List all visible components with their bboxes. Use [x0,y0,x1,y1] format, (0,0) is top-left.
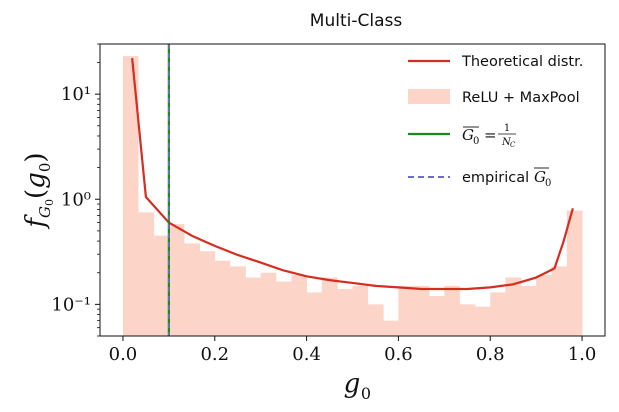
histogram-bar [429,296,445,336]
histogram-bar [184,243,201,336]
histogram-bar [475,306,491,336]
y-tick-label: 10⁰ [61,189,91,210]
x-tick-label: 1.0 [568,344,597,365]
histogram-bar [214,260,231,336]
histogram-bar [536,275,552,336]
legend-histogram-swatch [408,89,450,104]
svg-text:empirical: empirical [462,170,529,186]
histogram-bar [398,285,414,336]
histogram-bar [566,210,583,336]
x-tick-label: 0.8 [476,344,505,365]
legend-g0-label: G 0 = 1 N C [462,123,516,149]
histogram-bar [490,292,506,336]
histogram-bar [138,212,155,336]
svg-text:0: 0 [473,136,479,147]
x-tick-label: 0.6 [384,344,413,365]
plot-frame [99,43,606,337]
histogram-bar [245,277,262,336]
histogram-bar [352,285,369,336]
svg-text:g: g [344,369,361,399]
histogram-bar [551,266,568,336]
histogram-bar [153,235,170,336]
histogram-bar [337,289,353,336]
y-axis-label: fG0(g0) [21,152,56,229]
histogram-bar [383,320,399,336]
histogram-bar [444,285,460,336]
svg-text:N: N [501,137,512,148]
svg-text:fG0(g0): fG0(g0) [21,152,56,229]
svg-text:0: 0 [361,384,371,403]
svg-text:0: 0 [545,178,551,189]
histogram-bar [168,224,185,336]
legend-theoretical-label: Theoretical distr. [461,54,583,70]
histogram-bar [229,266,246,336]
histogram-bar [275,281,292,336]
histogram-bar [459,304,476,336]
histogram-bar [199,251,216,336]
svg-text:G: G [534,168,546,186]
theoretical-curve [131,58,574,291]
histogram-bar [367,304,384,336]
histogram-bar [413,285,430,336]
histogram-bar [520,285,537,336]
y-tick-label: 10⁻¹ [51,294,91,315]
chart-title: Multi-Class [310,11,403,31]
histogram-bar [306,292,323,336]
x-tick-label: 0.2 [200,344,229,365]
x-axis-label: g 0 [344,369,371,403]
histogram-bar [260,272,277,336]
plot-area: 0.0 0.2 0.4 0.6 0.8 1.0 10⁻¹ 10⁰ 10¹ [51,43,606,365]
svg-text:1: 1 [504,123,510,134]
histogram-bar [505,277,522,336]
histogram-bar [122,56,139,336]
legend-histogram-label: ReLU + MaxPool [462,90,580,106]
legend-empirical-label: empirical G 0 [462,167,551,189]
svg-text:G: G [462,126,474,144]
y-tick-label: 10¹ [61,84,91,105]
histogram-bar [321,277,338,336]
x-tick-label: 0.0 [109,344,138,365]
histogram-bar [291,275,307,336]
svg-text:=: = [484,126,497,144]
x-tick-label: 0.4 [292,344,321,365]
legend: Theoretical distr. ReLU + MaxPool G 0 = … [408,54,583,189]
svg-text:C: C [510,141,516,149]
